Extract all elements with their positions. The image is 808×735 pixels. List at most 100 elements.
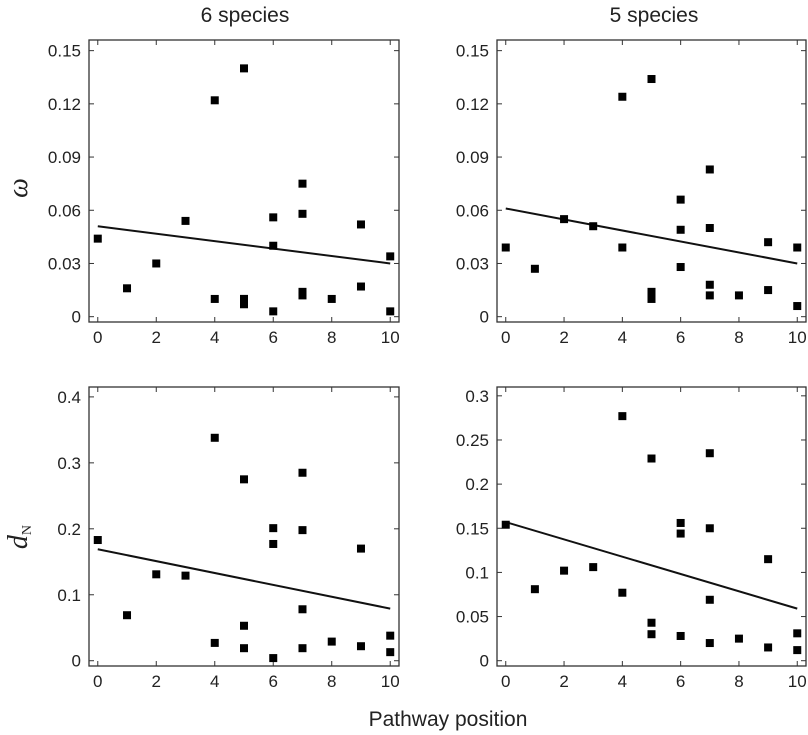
data-point: [152, 259, 161, 268]
data-point: [647, 630, 656, 639]
data-point: [269, 524, 278, 533]
x-tick-label: 8: [327, 328, 336, 347]
data-point: [764, 555, 773, 564]
y-tick-label: 0.4: [57, 388, 81, 407]
data-point: [356, 642, 365, 651]
y-tick-label: 0.09: [48, 148, 81, 167]
data-point: [764, 238, 773, 247]
data-point: [298, 644, 307, 653]
data-point: [705, 224, 714, 232]
data-point: [356, 220, 365, 229]
data-point: [269, 213, 278, 222]
data-point: [152, 570, 161, 579]
y-tick-label: 0.15: [456, 519, 489, 538]
data-point: [298, 209, 307, 218]
data-point: [181, 571, 190, 580]
x-tick-label: 0: [93, 328, 102, 347]
data-point: [647, 294, 656, 303]
y-tick-label: 0.06: [48, 201, 81, 220]
plot-frame: [88, 386, 400, 667]
x-tick-label: 10: [381, 672, 400, 691]
x-tick-label: 6: [676, 328, 685, 347]
y-tick-label: 0.05: [456, 608, 489, 627]
data-point: [793, 243, 802, 252]
data-point: [676, 529, 685, 538]
data-point: [705, 524, 714, 533]
data-point: [386, 307, 395, 316]
x-tick-label: 0: [501, 328, 510, 347]
data-point: [298, 179, 307, 188]
data-point: [589, 563, 598, 572]
data-point: [181, 216, 190, 225]
data-point: [676, 225, 685, 234]
y-tick-label: 0: [480, 652, 489, 671]
data-point: [705, 449, 714, 458]
data-point: [356, 544, 365, 553]
y-tick-label: 0.1: [465, 563, 489, 582]
y-tick-label: 0.15: [456, 42, 489, 61]
x-tick-label: 8: [734, 672, 743, 691]
data-point: [793, 646, 802, 655]
data-point: [647, 75, 656, 84]
data-point: [327, 637, 336, 646]
y-tick-label: 0.09: [456, 148, 489, 167]
data-point: [240, 64, 248, 73]
data-point: [240, 294, 248, 303]
column-title-6-species: 6 species: [201, 4, 290, 27]
data-point: [618, 412, 627, 421]
data-point: [386, 631, 395, 640]
x-tick-label: 10: [788, 672, 807, 691]
data-point: [764, 286, 773, 295]
data-point: [210, 638, 219, 647]
x-tick-label: 10: [381, 328, 400, 347]
data-point: [269, 241, 278, 250]
y-axis-label-omega: ω: [3, 178, 34, 198]
data-point: [793, 629, 802, 638]
x-tick-label: 6: [269, 328, 278, 347]
y-tick-label: 0.06: [456, 201, 489, 220]
y-tick-label: 0: [480, 308, 489, 327]
data-point: [298, 605, 307, 614]
data-point: [327, 294, 336, 303]
data-point: [210, 96, 219, 105]
y-tick-label: 0.03: [48, 254, 81, 273]
data-point: [734, 291, 743, 300]
x-tick-label: 2: [559, 672, 568, 691]
data-point: [705, 280, 714, 289]
data-point: [386, 648, 395, 657]
data-point: [210, 433, 219, 442]
plot-frame: [496, 386, 807, 667]
y-tick-label: 0: [72, 652, 81, 671]
y-tick-label: 0.3: [57, 454, 81, 473]
x-tick-label: 4: [618, 328, 627, 347]
data-point: [705, 291, 714, 300]
data-point: [647, 618, 656, 627]
x-tick-label: 8: [327, 672, 336, 691]
y-tick-label: 0.03: [456, 254, 489, 273]
data-point: [501, 243, 510, 252]
y-axis-label-dn-subscript: N: [20, 525, 35, 535]
data-point: [210, 294, 219, 303]
data-point: [240, 644, 248, 653]
trend-line: [505, 521, 798, 610]
data-point: [647, 454, 656, 463]
y-axis-label-dn-main: d: [3, 534, 34, 549]
data-point: [676, 195, 685, 204]
data-point: [676, 631, 685, 640]
data-point: [676, 518, 685, 527]
column-title-5-species: 5 species: [610, 4, 699, 27]
x-tick-label: 6: [676, 672, 685, 691]
data-point: [705, 639, 714, 648]
data-point: [618, 588, 627, 597]
x-tick-label: 2: [559, 328, 568, 347]
x-tick-label: 2: [152, 328, 161, 347]
y-tick-label: 0.3: [465, 387, 489, 406]
data-point: [618, 92, 627, 101]
data-point: [298, 291, 307, 300]
data-point: [734, 634, 743, 643]
data-point: [240, 475, 248, 484]
y-tick-label: 0.12: [456, 95, 489, 114]
x-tick-label: 10: [788, 328, 807, 347]
y-tick-label: 0.2: [465, 475, 489, 494]
